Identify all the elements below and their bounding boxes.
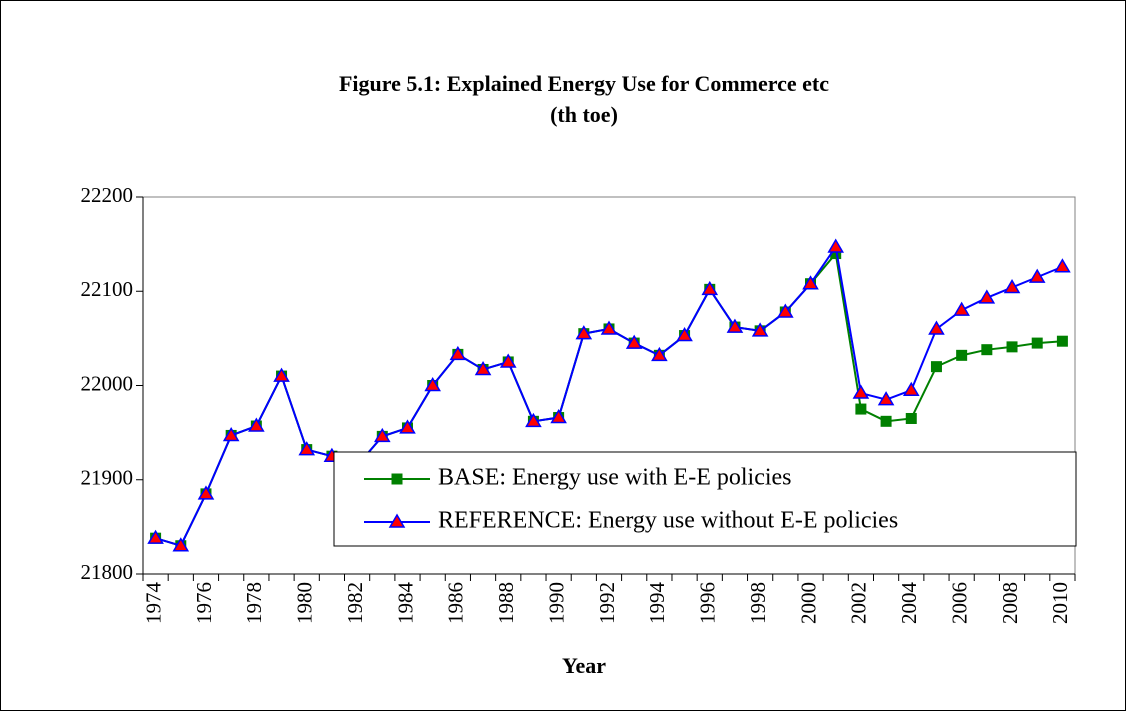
x-tick-label: 1994 (645, 582, 669, 625)
marker (1031, 337, 1043, 349)
legend-box (333, 451, 1077, 547)
marker (449, 345, 467, 361)
marker (147, 529, 164, 544)
legend: BASE: Energy use with E-E policies REFERE… (333, 451, 1077, 547)
chart-title: Figure 5.1: Explained Energy Use for Com… (339, 71, 829, 96)
marker (751, 322, 769, 337)
y-tick-label: 22200 (81, 183, 134, 207)
x-tick-label: 1976 (192, 582, 216, 624)
x-tick-label: 1974 (141, 582, 165, 625)
marker (1028, 268, 1046, 283)
x-tick-label: 2010 (1048, 582, 1072, 624)
marker (852, 384, 870, 399)
marker (600, 320, 618, 335)
marker (880, 415, 892, 427)
x-tick-label: 1996 (696, 582, 720, 624)
marker (802, 275, 819, 290)
marker (726, 318, 744, 333)
marker (525, 412, 542, 428)
marker (1054, 258, 1071, 273)
legend-label: BASE: Energy use with E-E policies (438, 465, 792, 491)
marker (905, 412, 917, 424)
marker (474, 360, 492, 376)
marker (777, 303, 794, 318)
marker (388, 513, 406, 528)
marker (499, 353, 517, 368)
marker (575, 325, 593, 340)
marker (399, 419, 416, 434)
legend-label: REFERENCE: Energy use without E-E polici… (438, 508, 898, 534)
marker (248, 417, 265, 432)
x-tick-label: 1992 (595, 582, 619, 624)
marker (676, 327, 693, 342)
marker (855, 403, 867, 415)
y-tick-label: 22000 (81, 371, 134, 395)
marker (550, 409, 567, 424)
x-tick-label: 2006 (947, 582, 971, 624)
x-tick-label: 2002 (847, 582, 871, 624)
x-tick-label: 1990 (544, 582, 568, 624)
marker (953, 301, 970, 316)
y-tick-label: 22100 (81, 277, 134, 301)
x-tick-label: 1982 (343, 582, 367, 624)
y-tick-label: 21900 (81, 466, 134, 490)
marker (373, 427, 391, 443)
x-tick-label: 2000 (796, 582, 820, 624)
x-axis-label: Year (562, 653, 606, 678)
x-tick-label: 2008 (998, 582, 1022, 624)
marker (827, 238, 845, 253)
x-tick-label: 2004 (897, 582, 921, 625)
marker (956, 349, 968, 361)
marker (1003, 278, 1021, 294)
x-tick-label: 1998 (746, 582, 770, 624)
marker (978, 289, 996, 304)
x-tick-label: 1984 (393, 582, 417, 625)
marker (172, 537, 190, 552)
marker (273, 367, 290, 382)
marker (222, 426, 240, 442)
marker (391, 473, 403, 485)
marker (298, 441, 316, 456)
marker (701, 280, 719, 296)
x-tick-label: 1980 (293, 582, 317, 624)
marker (651, 346, 668, 362)
x-tick-label: 1978 (242, 582, 266, 624)
marker (930, 361, 942, 373)
marker (877, 391, 895, 406)
marker (902, 381, 920, 396)
marker (1056, 335, 1068, 347)
marker (424, 377, 441, 392)
y-tick-label: 21800 (81, 560, 134, 584)
marker (1006, 341, 1018, 353)
marker (928, 320, 945, 335)
x-tick-label: 1986 (444, 582, 468, 624)
marker (981, 344, 993, 356)
x-tick-label: 1988 (494, 582, 518, 624)
marker (197, 485, 215, 500)
marker (625, 334, 643, 349)
chart-subtitle: (th toe) (550, 102, 618, 127)
